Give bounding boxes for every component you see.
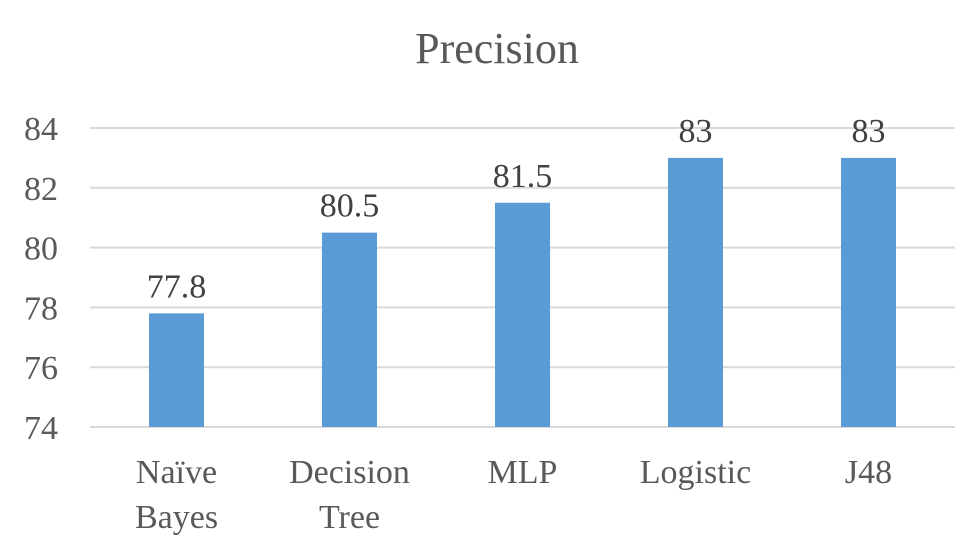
data-label: 77.8: [147, 268, 207, 305]
y-tick-label: 78: [24, 290, 58, 327]
bar: [495, 202, 550, 427]
category-label-line: Tree: [319, 499, 380, 536]
category-label: Logistic: [640, 454, 751, 491]
y-axis-tick-labels: 74 76 78 80 82 84: [24, 111, 58, 447]
data-label: 80.5: [320, 188, 380, 225]
data-label: 83: [679, 113, 713, 150]
bar: [668, 157, 723, 427]
category-label-line: Bayes: [135, 499, 218, 536]
y-tick-label: 74: [24, 410, 58, 447]
category-label: Decision Tree: [289, 454, 410, 536]
bar: [322, 232, 377, 427]
category-label-line: Naïve: [136, 454, 217, 491]
data-label: 81.5: [493, 158, 553, 195]
category-label-line: MLP: [488, 454, 558, 491]
data-labels: 77.8 80.5 81.5 83 83: [147, 113, 886, 305]
category-label-line: J48: [845, 454, 892, 491]
category-label: Naïve Bayes: [135, 454, 218, 536]
chart-title: Precision: [415, 24, 579, 73]
y-tick-label: 82: [24, 171, 58, 208]
y-tick-label: 76: [24, 350, 58, 387]
y-tick-label: 84: [24, 111, 58, 148]
data-label: 83: [852, 113, 886, 150]
bar: [841, 157, 896, 427]
bars: [149, 157, 896, 427]
category-label-line: Logistic: [640, 454, 751, 491]
category-label: MLP: [488, 454, 558, 491]
bar: [149, 313, 204, 427]
x-axis-category-labels: Naïve Bayes Decision Tree MLP Logistic J48: [135, 454, 892, 536]
y-tick-label: 80: [24, 231, 58, 268]
category-label: J48: [845, 454, 892, 491]
category-label-line: Decision: [289, 454, 410, 491]
